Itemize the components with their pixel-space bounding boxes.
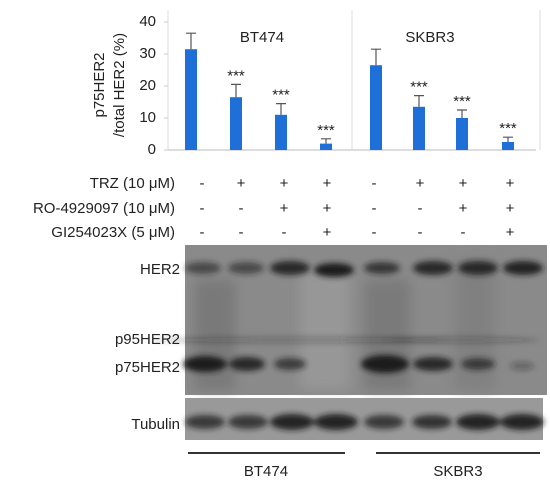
treatment-sign: + <box>323 175 332 192</box>
bar <box>370 65 382 150</box>
significance-label: *** <box>410 79 428 96</box>
y-axis-label: p75HER2 <box>91 52 108 117</box>
treatment-sign: - <box>200 224 205 241</box>
y-axis-label: /total HER2 (%) <box>111 33 128 137</box>
y-tick-label: 30 <box>139 45 156 62</box>
treatment-sign: + <box>323 224 332 241</box>
blot-label: p95HER2 <box>115 331 180 348</box>
error-bar <box>457 109 467 118</box>
bar <box>230 97 242 150</box>
loading-control-label: Tubulin <box>131 416 180 433</box>
y-tick-label: 10 <box>139 109 156 126</box>
treatment-sign: - <box>461 224 466 241</box>
error-bar <box>276 103 286 115</box>
significance-label: *** <box>317 122 335 139</box>
treatment-sign: + <box>280 200 289 217</box>
treatment-label: GI254023X (5 μM) <box>51 224 175 241</box>
blot-label: HER2 <box>140 261 180 278</box>
error-bar <box>371 48 381 66</box>
error-bar <box>186 32 196 50</box>
significance-label: *** <box>499 120 517 137</box>
y-tick-label: 20 <box>139 77 156 94</box>
error-bar <box>414 95 424 107</box>
treatment-sign: - <box>372 200 377 217</box>
treatment-sign: + <box>506 224 515 241</box>
treatment-sign: + <box>506 175 515 192</box>
treatment-sign: - <box>239 200 244 217</box>
error-bar <box>503 136 513 142</box>
bar <box>502 142 514 150</box>
bar <box>185 49 197 151</box>
treatment-sign: + <box>416 175 425 192</box>
bar <box>320 143 332 150</box>
treatment-sign: - <box>200 200 205 217</box>
bar <box>275 114 287 150</box>
group-label: BT474 <box>244 463 288 480</box>
bar <box>456 118 468 150</box>
error-bar <box>231 83 241 98</box>
treatment-sign: - <box>372 175 377 192</box>
error-bar <box>321 138 331 144</box>
significance-label: *** <box>227 67 245 84</box>
treatment-sign: + <box>506 200 515 217</box>
bar <box>413 106 425 150</box>
blot-image <box>150 245 547 454</box>
treatment-sign: + <box>459 200 468 217</box>
treatment-sign: - <box>418 200 423 217</box>
y-tick-label: 40 <box>139 13 156 30</box>
significance-label: *** <box>272 87 290 104</box>
chart-title: SKBR3 <box>405 29 454 46</box>
blot-label: p75HER2 <box>115 359 180 376</box>
treatment-sign: + <box>237 175 246 192</box>
treatment-sign: - <box>200 175 205 192</box>
treatment-sign: - <box>372 224 377 241</box>
group-label: SKBR3 <box>433 463 482 480</box>
treatment-sign: - <box>282 224 287 241</box>
treatment-sign: + <box>280 175 289 192</box>
y-tick-label: 0 <box>148 141 156 158</box>
treatment-sign: + <box>323 200 332 217</box>
significance-label: *** <box>453 93 471 110</box>
treatment-sign: + <box>459 175 468 192</box>
treatment-sign: - <box>239 224 244 241</box>
chart-title: BT474 <box>240 29 284 46</box>
treatment-sign: - <box>418 224 423 241</box>
treatment-label: TRZ (10 μM) <box>90 175 175 192</box>
treatment-label: RO-4929097 (10 μM) <box>33 200 175 217</box>
